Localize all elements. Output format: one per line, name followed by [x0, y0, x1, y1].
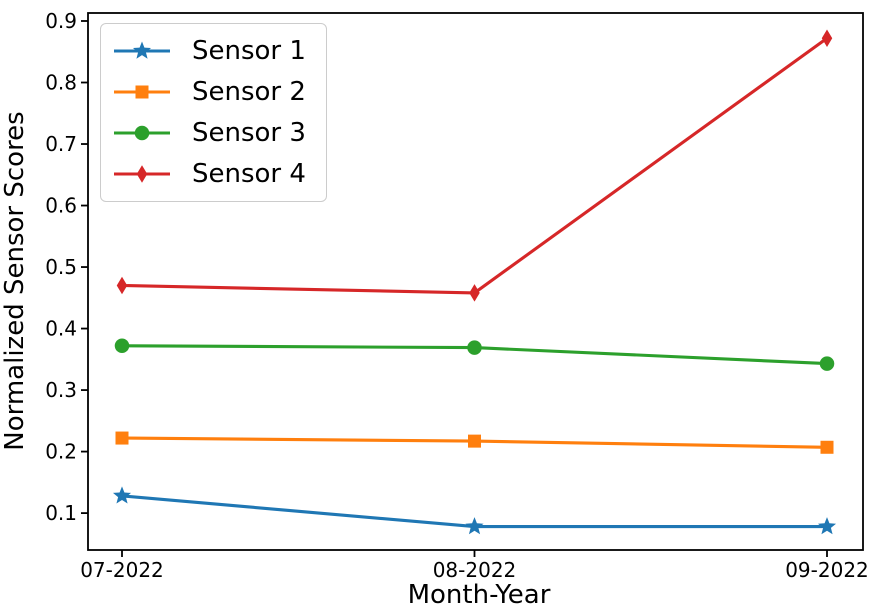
legend-label-sensor-1: Sensor 1	[192, 35, 306, 66]
y-axis-label: Normalized Sensor Scores	[0, 111, 30, 451]
legend-sample-sensor-2	[114, 85, 170, 99]
circle-icon	[467, 340, 482, 355]
circle-icon	[134, 125, 150, 141]
star-icon	[112, 486, 132, 504]
legend-label-sensor-2: Sensor 2	[192, 76, 306, 107]
star-icon	[132, 41, 152, 59]
y-tick-label: 0.2	[45, 440, 77, 464]
star-icon	[817, 517, 837, 535]
x-axis-label: Month-Year	[407, 580, 551, 610]
legend-sample-sensor-1	[114, 41, 170, 59]
plot-area	[87, 12, 864, 551]
square-icon	[468, 434, 481, 448]
diamond-icon	[116, 276, 128, 295]
x-tick-label: 09-2022	[785, 558, 869, 582]
x-tick-label: 07-2022	[80, 558, 164, 582]
legend: Sensor 1 Sensor 2 Sensor 3 Sensor 4	[100, 23, 327, 202]
y-tick-label: 0.3	[45, 378, 77, 402]
legend-item-sensor-1: Sensor 1	[113, 36, 316, 66]
square-icon	[820, 440, 834, 454]
legend-item-sensor-3: Sensor 3	[113, 118, 316, 148]
y-tick-label: 0.6	[45, 194, 77, 218]
legend-item-sensor-2: Sensor 2	[113, 77, 316, 107]
circle-icon	[819, 356, 835, 371]
star-icon	[465, 517, 484, 535]
square-icon	[135, 85, 149, 99]
diamond-icon	[821, 29, 833, 47]
circle-icon	[114, 338, 130, 354]
legend-label-sensor-4: Sensor 4	[192, 159, 306, 190]
y-tick-label: 0.4	[45, 317, 77, 341]
y-tick-label: 0.9	[45, 9, 77, 33]
legend-sample-sensor-3	[114, 125, 170, 141]
diamond-icon	[136, 165, 148, 184]
legend-label-sensor-3: Sensor 3	[192, 118, 306, 149]
y-tick-label: 0.8	[45, 71, 77, 95]
legend-item-sensor-4: Sensor 4	[113, 159, 316, 189]
y-tick-label: 0.5	[45, 255, 77, 279]
y-tick-label: 0.1	[45, 501, 77, 525]
square-icon	[115, 431, 129, 445]
legend-sample-sensor-4	[114, 165, 170, 184]
x-tick-label: 08-2022	[433, 558, 517, 582]
diamond-icon	[469, 284, 480, 302]
y-tick-label: 0.7	[45, 132, 77, 156]
